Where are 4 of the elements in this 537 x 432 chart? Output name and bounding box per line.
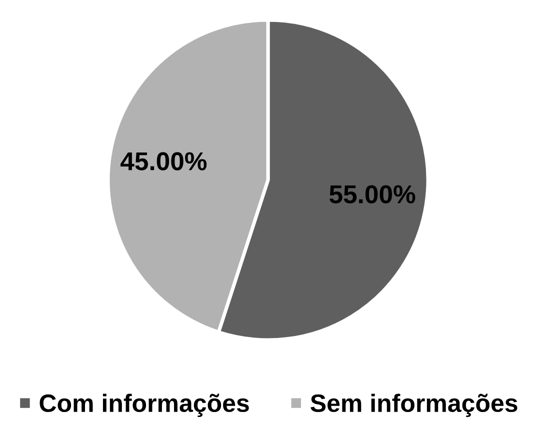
data-label: 55.00%: [330, 185, 416, 204]
legend-label: Com informações: [40, 394, 249, 417]
data-label: 45.00%: [120, 152, 207, 170]
legend-label: Sem informações: [310, 394, 518, 417]
